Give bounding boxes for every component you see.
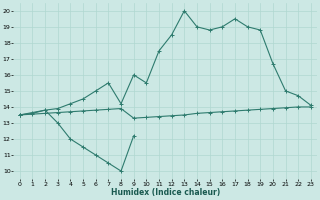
X-axis label: Humidex (Indice chaleur): Humidex (Indice chaleur) <box>111 188 220 197</box>
